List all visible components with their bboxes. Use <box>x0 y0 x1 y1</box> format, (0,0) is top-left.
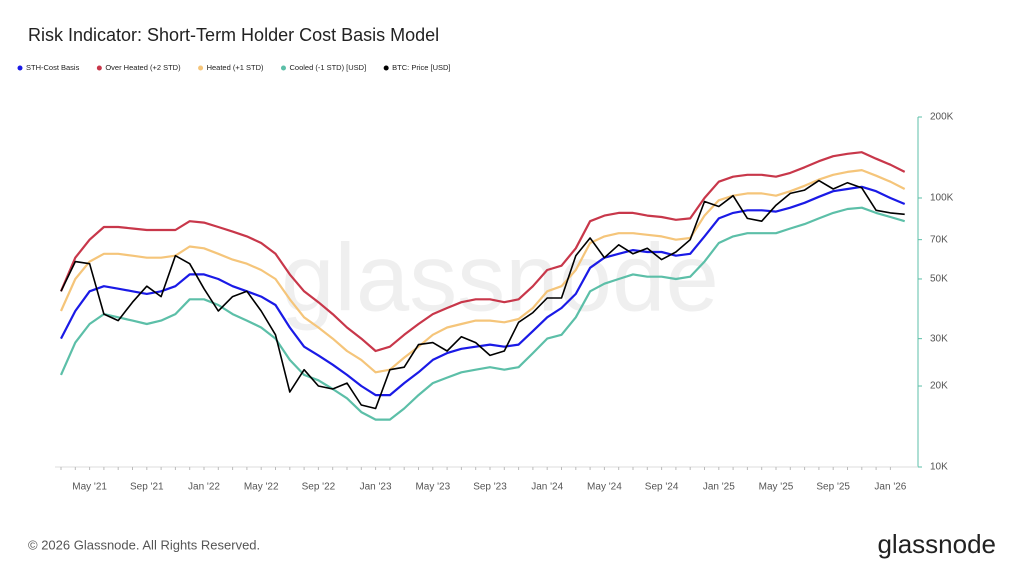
y-tick-label: 50K <box>930 274 948 285</box>
copyright: © 2026 Glassnode. All Rights Reserved. <box>28 537 260 552</box>
y-tick-label: 70K <box>930 234 948 245</box>
brand-logo: glassnode <box>877 529 996 559</box>
x-tick-label: Sep '22 <box>302 482 336 493</box>
x-tick-label: May '21 <box>72 482 107 493</box>
series-line <box>59 169 906 374</box>
x-tick-label: May '22 <box>244 482 279 493</box>
y-tick-label: 20K <box>930 381 948 392</box>
legend-label: Heated (+1 STD) <box>207 63 264 72</box>
watermark: glassnode <box>281 224 719 331</box>
x-tick-label: Jan '25 <box>703 482 735 493</box>
x-tick-label: Sep '21 <box>130 482 164 493</box>
legend-label: Over Heated (+2 STD) <box>105 63 181 72</box>
legend-marker <box>280 65 286 71</box>
legend-marker <box>198 65 204 71</box>
x-tick-label: May '25 <box>759 482 794 493</box>
legend-label: BTC: Price [USD] <box>392 63 450 72</box>
x-tick-label: May '24 <box>587 482 622 493</box>
y-tick-label: 30K <box>930 333 948 344</box>
x-tick-label: Jan '26 <box>874 482 906 493</box>
x-tick-label: May '23 <box>415 482 450 493</box>
x-tick-label: Jan '23 <box>360 482 392 493</box>
legend-marker <box>383 65 389 71</box>
x-tick-label: Jan '22 <box>188 482 220 493</box>
legend-marker <box>17 65 23 71</box>
y-tick-label: 10K <box>930 462 948 473</box>
x-tick-label: Sep '25 <box>816 482 850 493</box>
y-tick-label: 100K <box>930 193 954 204</box>
y-tick-label: 200K <box>930 112 954 123</box>
legend-label: Cooled (-1 STD) [USD] <box>289 63 366 72</box>
x-tick-label: Jan '24 <box>531 482 563 493</box>
x-tick-label: Sep '24 <box>645 482 679 493</box>
series-line <box>59 151 906 353</box>
series-line <box>60 179 905 410</box>
legend-marker <box>96 65 102 71</box>
series-line <box>59 206 906 421</box>
chart-title: Risk Indicator: Short-Term Holder Cost B… <box>28 25 439 45</box>
x-tick-label: Sep '23 <box>473 482 507 493</box>
legend-label: STH-Cost Basis <box>26 63 80 72</box>
series-line <box>60 185 906 397</box>
